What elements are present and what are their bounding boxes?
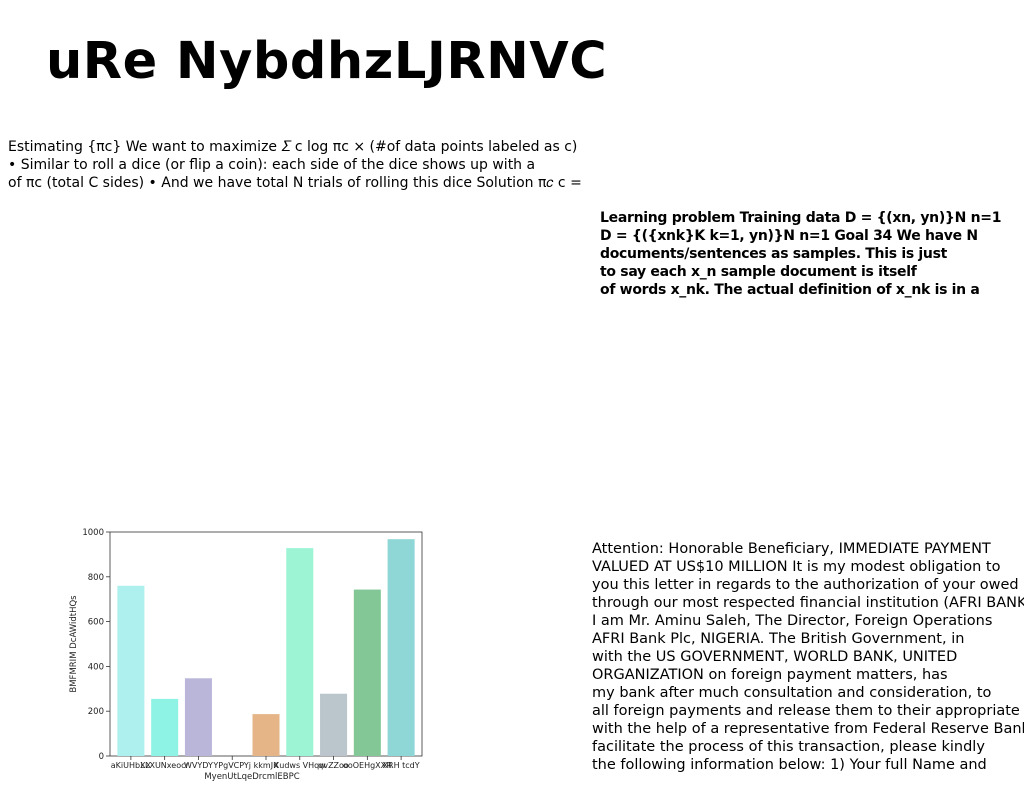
y-tick-label: 800 (88, 573, 104, 583)
bar (286, 548, 314, 756)
text-block-learning-problem: Learning problem Training data D = {(xn,… (600, 209, 1020, 299)
y-axis-label: BMFMRIM DcAWidtHQs (69, 595, 79, 693)
x-tick-label: WVYDY (184, 761, 213, 770)
bar (387, 539, 415, 756)
y-tick-label: 400 (88, 662, 104, 672)
text-line: to say each x_n sample document is itsel… (600, 264, 917, 280)
x-axis-label: MyenUtLqeDrcmlEBPC (204, 772, 299, 782)
y-tick-label: 0 (99, 752, 104, 762)
bar (320, 693, 348, 756)
text-block-attention-letter: Attention: Honorable Beneficiary, IMMEDI… (592, 540, 1024, 774)
bar-chart: 0 200 400 600 800 1000 aKiUHbXX LLXUNxeocr WVYDY… (62, 522, 442, 788)
x-tick-label: kkmJK (254, 761, 279, 770)
text-line: through our most respected financial ins… (592, 595, 1024, 611)
text-line: the following information below: 1) Your… (592, 757, 987, 773)
text-line: of words x_nk. The actual definition of … (600, 282, 980, 298)
document-title: uRe NybdhzLJRNVC (46, 32, 608, 91)
text-line: all foreign payments and release them to… (592, 703, 1020, 719)
bar (353, 589, 381, 756)
bar (252, 714, 280, 756)
bar (117, 585, 145, 756)
bar (151, 698, 179, 756)
text-line: ORGANIZATION on foreign payment matters,… (592, 667, 948, 683)
text-line: I am Mr. Aminu Saleh, The Director, Fore… (592, 613, 993, 629)
text-line: Learning problem Training data D = {(xn,… (600, 210, 1002, 226)
x-tick-label: XRH tcdY (383, 761, 420, 770)
text-line: with the US GOVERNMENT, WORLD BANK, UNIT… (592, 649, 958, 665)
text-line: with the help of a representative from F… (592, 721, 1024, 737)
y-tick-label: 600 (88, 618, 104, 628)
text-line: facilitate the process of this transacti… (592, 739, 985, 755)
x-tick-label: YPgVCPYj (212, 761, 251, 770)
text-line: Estimating {πc} We want to maximize 𝛴 c … (8, 139, 578, 155)
text-line: VALUED AT US$10 MILLION It is my modest … (592, 559, 1001, 575)
text-line: Attention: Honorable Beneficiary, IMMEDI… (592, 541, 991, 557)
y-tick-label: 1000 (82, 528, 104, 538)
text-line: of πc (total C sides) • And we have tota… (8, 175, 582, 191)
text-line: my bank after much consultation and cons… (592, 685, 992, 701)
x-tick-label: qvZZoo (318, 761, 349, 770)
x-tick-label: LLXUNxeocr (141, 761, 190, 770)
text-line: AFRI Bank Plc, NIGERIA. The British Gove… (592, 631, 965, 647)
y-tick-label: 200 (88, 707, 104, 717)
text-line: documents/sentences as samples. This is … (600, 246, 948, 262)
bar-chart-svg: 0 200 400 600 800 1000 aKiUHbXXLLXUNxeocrWVYDY… (69, 528, 423, 782)
bar (184, 678, 212, 756)
x-tick-label: Xudws VHqw (274, 761, 326, 770)
text-line: D = {({xnk}K k=1, yn)}N n=1 Goal 34 We h… (600, 228, 978, 244)
x-tick-label: ooOEHgXXR (343, 761, 392, 770)
x-tick-label: aKiUHbXX (111, 761, 152, 770)
text-line: you this letter in regards to the author… (592, 577, 1019, 593)
text-block-estimating: Estimating {πc} We want to maximize 𝛴 c … (8, 138, 608, 192)
text-line: • Similar to roll a dice (or flip a coin… (8, 157, 536, 173)
